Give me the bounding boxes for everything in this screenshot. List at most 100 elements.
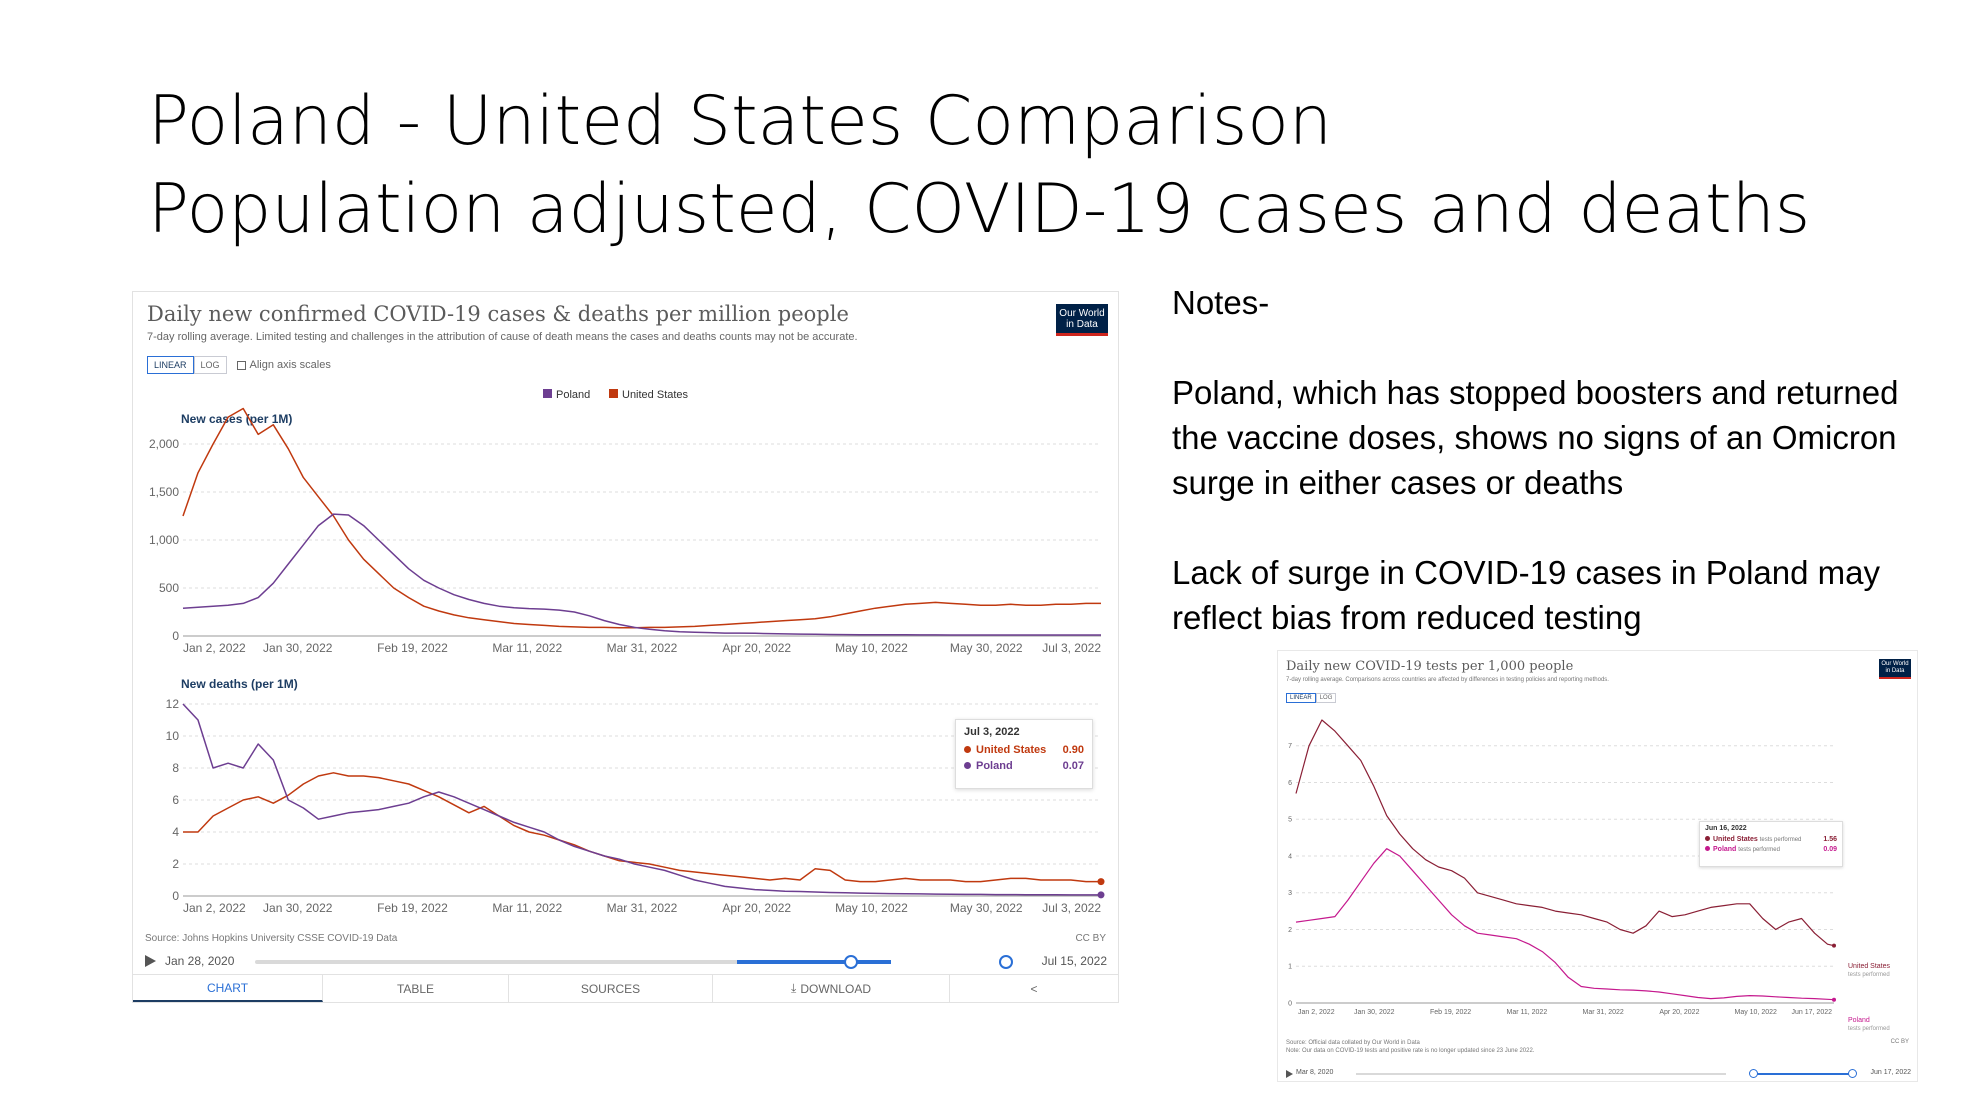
- cases-y-tick-label: 0: [172, 629, 179, 643]
- tests-timeline-start-handle[interactable]: [1749, 1069, 1758, 1078]
- tooltip-dot-united-states: [964, 746, 971, 753]
- end-label-united-states: United States: [1848, 963, 1891, 970]
- tests-x-tick-label: Jan 30, 2022: [1354, 1009, 1395, 1016]
- tests-chart-title: Daily new COVID-19 tests per 1,000 peopl…: [1286, 659, 1574, 674]
- tests-logo-line2: in Data: [1885, 668, 1905, 674]
- timeline-start-handle[interactable]: [844, 955, 858, 969]
- tests-tooltip-dot-poland: [1705, 846, 1710, 851]
- notes-panel: Notes- Poland, which has stopped booster…: [1172, 280, 1952, 685]
- tab-chart[interactable]: CHART: [133, 975, 323, 1002]
- deaths-y-tick-label: 12: [166, 697, 180, 711]
- timeline-end-handle[interactable]: [999, 955, 1013, 969]
- end-label-poland: Poland: [1848, 1017, 1870, 1024]
- deaths-panel-title: New deaths (per 1M): [181, 677, 298, 691]
- tests-tooltip-note-united-states: tests performed: [1759, 837, 1802, 843]
- cases-y-tick-label: 1,500: [149, 485, 179, 499]
- deaths-x-tick-label: Apr 20, 2022: [722, 901, 791, 915]
- tests-y-tick-label: 1: [1288, 964, 1292, 971]
- tests-y-tick-label: 0: [1288, 1000, 1292, 1007]
- cases-x-tick-label: Jul 3, 2022: [1042, 641, 1101, 655]
- deaths-end-point-poland[interactable]: [1097, 891, 1105, 899]
- cases-line-poland[interactable]: [182, 513, 1101, 636]
- tooltip-row-united-states: United States 0.90: [964, 744, 1084, 756]
- tests-end-point-united-states[interactable]: [1832, 943, 1836, 948]
- align-axis-label: Align axis scales: [249, 359, 331, 371]
- tests-owid-logo[interactable]: Our World in Data: [1879, 659, 1911, 679]
- deaths-y-tick-label: 2: [172, 857, 179, 871]
- cases-line-united-states[interactable]: [182, 407, 1101, 629]
- tests-tooltip-row-poland: Poland tests performed 0.09: [1705, 846, 1837, 853]
- deaths-x-tick-label: Feb 19, 2022: [377, 901, 448, 915]
- owid-logo-line1: Our World: [1059, 308, 1105, 319]
- deaths-y-tick-label: 6: [172, 793, 179, 807]
- deaths-line-united-states[interactable]: [183, 772, 1101, 883]
- tab-sources[interactable]: SOURCES: [509, 975, 713, 1002]
- cases-plot: 0 500 1,000 1,500 2,000 Jan 2, 2022 Jan 30, 20…: [149, 407, 1101, 655]
- tests-x-tick-label: Mar 11, 2022: [1506, 1009, 1547, 1016]
- deaths-x-tick-label: May 10, 2022: [835, 901, 908, 915]
- tooltip-dot-poland: [964, 762, 971, 769]
- cases-x-tick-label: Jan 2, 2022: [183, 641, 246, 655]
- tests-chart-source[interactable]: Source: Official data collated by Our Wo…: [1286, 1039, 1534, 1055]
- tests-license-label[interactable]: CC BY: [1890, 1039, 1909, 1045]
- tab-table[interactable]: TABLE: [323, 975, 509, 1002]
- tests-y-tick-label: 4: [1288, 853, 1292, 860]
- deaths-x-tick-label: Jul 3, 2022: [1042, 901, 1101, 915]
- timeline: Jan 28, 2020 Jul 15, 2022: [145, 952, 1107, 972]
- legend-swatch-united-states: [609, 389, 618, 398]
- deaths-y-tick-label: 4: [172, 825, 179, 839]
- license-label[interactable]: CC BY: [1075, 933, 1106, 944]
- log-toggle[interactable]: LOG: [193, 356, 227, 374]
- share-icon: <: [1030, 981, 1038, 996]
- cases-x-tick-label: May 30, 2022: [950, 641, 1023, 655]
- tests-end-point-poland[interactable]: [1832, 997, 1836, 1002]
- tests-x-tick-label: May 10, 2022: [1735, 1009, 1778, 1016]
- cases-y-tick-label: 2,000: [149, 437, 179, 451]
- deaths-line-poland[interactable]: [182, 703, 1101, 896]
- tests-tooltip-value-poland: 0.09: [1823, 846, 1837, 853]
- tests-x-tick-label: Jan 2, 2022: [1298, 1009, 1335, 1016]
- tests-play-icon[interactable]: [1286, 1070, 1293, 1078]
- tests-tooltip-date: Jun 16, 2022: [1705, 825, 1747, 832]
- tooltip-value-poland: 0.07: [1062, 760, 1084, 772]
- tab-download[interactable]: ⤓ DOWNLOAD: [713, 975, 950, 1002]
- legend-label-united-states[interactable]: United States: [622, 389, 689, 401]
- tooltip-row-poland: Poland 0.07: [964, 760, 1084, 772]
- tests-tooltip-value-united-states: 1.56: [1823, 836, 1837, 843]
- chart-tabs: CHART TABLE SOURCES ⤓ DOWNLOAD <: [133, 974, 1118, 1002]
- tests-timeline-end-date: Jun 17, 2022: [1870, 1069, 1911, 1076]
- tests-timeline-selected-range: [1753, 1073, 1853, 1075]
- tests-timeline-track[interactable]: [1356, 1073, 1726, 1075]
- deaths-y-tick-label: 0: [172, 889, 179, 903]
- play-icon[interactable]: [145, 955, 156, 967]
- tab-share[interactable]: <: [950, 975, 1118, 1002]
- tests-tooltip: Jun 16, 2022 United States tests perform…: [1699, 821, 1843, 867]
- tab-download-label: DOWNLOAD: [800, 981, 871, 996]
- tests-x-tick-label: Feb 19, 2022: [1430, 1009, 1471, 1016]
- slide-title-line2: Population adjusted, COVID-19 cases and …: [148, 170, 1811, 249]
- deaths-x-tick-label: Mar 11, 2022: [492, 901, 562, 915]
- cases-x-tick-label: May 10, 2022: [835, 641, 908, 655]
- end-note-united-states: tests performed: [1848, 972, 1890, 978]
- deaths-end-point-united-states[interactable]: [1097, 878, 1105, 886]
- chart-source[interactable]: Source: Johns Hopkins University CSSE CO…: [145, 933, 398, 944]
- timeline-track[interactable]: [255, 960, 865, 964]
- tests-x-tick-label: Jun 17, 2022: [1792, 1009, 1833, 1016]
- legend-label-poland[interactable]: Poland: [556, 389, 590, 401]
- tests-log-toggle[interactable]: LOG: [1315, 693, 1337, 703]
- owid-logo[interactable]: Our World in Data: [1056, 304, 1108, 336]
- tests-timeline-end-handle[interactable]: [1848, 1069, 1857, 1078]
- deaths-x-tick-label: Jan 30, 2022: [263, 901, 333, 915]
- tests-line-poland[interactable]: [1295, 848, 1835, 1001]
- tests-x-tick-label: Mar 31, 2022: [1583, 1009, 1624, 1016]
- align-axis-checkbox[interactable]: Align axis scales: [236, 359, 331, 371]
- tests-linear-toggle[interactable]: LINEAR: [1286, 693, 1316, 703]
- cases-x-tick-label: Jan 30, 2022: [263, 641, 333, 655]
- tests-y-tick-label: 6: [1288, 780, 1292, 787]
- checkbox-icon[interactable]: [236, 360, 246, 370]
- linear-toggle[interactable]: LINEAR: [147, 356, 194, 374]
- cases-y-tick-label: 1,000: [149, 533, 179, 547]
- main-chart-svg: Poland United States New cases (per 1M) …: [149, 389, 1105, 915]
- tests-tooltip-dot-united-states: [1705, 836, 1710, 841]
- tests-line-united-states[interactable]: [1295, 719, 1835, 947]
